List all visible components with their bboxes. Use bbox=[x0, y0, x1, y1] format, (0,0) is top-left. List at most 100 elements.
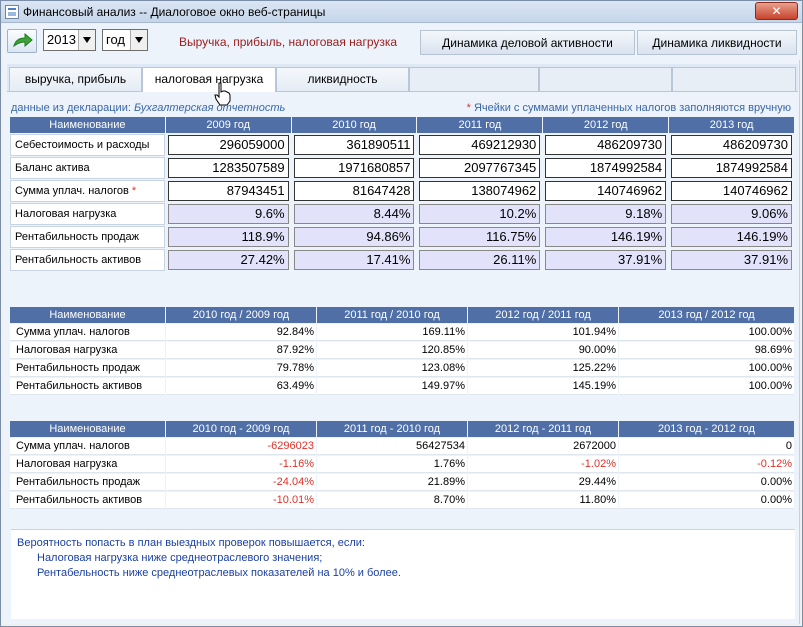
table-cell: 123.08% bbox=[317, 360, 467, 377]
row-label-text: Баланс актива bbox=[15, 162, 90, 174]
value-input[interactable]: 81647428 bbox=[293, 181, 415, 201]
row-label: Рентабильность активов bbox=[10, 492, 165, 509]
refresh-button[interactable] bbox=[7, 29, 37, 53]
value-input[interactable]: 296059000 bbox=[167, 135, 289, 155]
table-cell: 100.00% bbox=[619, 378, 794, 395]
row-label: Рентабильность продаж bbox=[10, 360, 165, 377]
hand-cursor-icon bbox=[214, 82, 231, 106]
column-header: 2011 год - 2010 год bbox=[317, 421, 467, 437]
table-cell: 296059000 bbox=[165, 134, 291, 156]
audit-note: Вероятность попасть в план выездных пров… bbox=[17, 536, 401, 581]
computed-value-field: 9.18% bbox=[545, 204, 667, 224]
value-input[interactable]: 140746962 bbox=[671, 181, 792, 201]
table-cell: 1283507589 bbox=[165, 157, 291, 179]
table-cell: 100.00% bbox=[619, 324, 794, 341]
computed-value-field: 116.75% bbox=[419, 227, 541, 247]
row-label: Рентабильность продаж bbox=[10, 474, 165, 491]
table-cell: 87.92% bbox=[166, 342, 316, 359]
row-label: Рентабильность продаж bbox=[10, 226, 165, 248]
subtab-bar: выручка, прибыль налоговая нагрузка ликв… bbox=[7, 64, 798, 92]
year-select[interactable]: 2013 bbox=[43, 29, 96, 51]
row-label: Рентабильность активов bbox=[10, 249, 165, 271]
column-header: 2012 год / 2011 год bbox=[468, 307, 618, 323]
column-header: Наименование bbox=[10, 117, 165, 133]
value-input[interactable]: 2097767345 bbox=[419, 158, 541, 178]
value-input[interactable]: 1874992584 bbox=[671, 158, 792, 178]
year-select-value: 2013 bbox=[47, 32, 76, 47]
value-input[interactable]: 486209730 bbox=[545, 135, 667, 155]
table-row: Налоговая нагрузка 87.92% 120.85% 90.00% 98.… bbox=[10, 342, 794, 359]
audit-note-box bbox=[11, 529, 795, 619]
table-cell: 1.76% bbox=[317, 456, 467, 473]
table-cell: 37.91% bbox=[543, 249, 669, 271]
value-input[interactable]: 469212930 bbox=[419, 135, 541, 155]
table-cell: 140746962 bbox=[669, 180, 794, 202]
table-cell: 29.44% bbox=[468, 474, 618, 491]
table-cell: 486209730 bbox=[543, 134, 669, 156]
column-header: 2011 год / 2010 год bbox=[317, 307, 467, 323]
table-cell: 140746962 bbox=[543, 180, 669, 202]
row-label: Себестоимость и расходы bbox=[10, 134, 165, 156]
computed-value-field: 9.6% bbox=[167, 204, 289, 224]
value-input[interactable]: 486209730 bbox=[671, 135, 792, 155]
subtab-tax-burden[interactable]: налоговая нагрузка bbox=[142, 67, 276, 92]
table-cell: 87943451 bbox=[165, 180, 291, 202]
manual-entry-note: * Ячейки с суммами уплаченных налогов за… bbox=[467, 102, 791, 114]
source-note-prefix: данные из декларации: bbox=[11, 102, 131, 114]
audit-note-line-3: Рентабельность ниже среднеотраслевых пок… bbox=[37, 567, 401, 579]
table-cell: -1.02% bbox=[468, 456, 618, 473]
column-header: Наименование bbox=[10, 421, 165, 437]
value-input[interactable]: 1971680857 bbox=[293, 158, 415, 178]
table-cell: 90.00% bbox=[468, 342, 618, 359]
table-cell: 2097767345 bbox=[417, 157, 543, 179]
chevron-down-icon bbox=[130, 30, 147, 50]
subtab-liquidity[interactable]: ликвидность bbox=[276, 67, 409, 91]
row-label: Баланс актива bbox=[10, 157, 165, 179]
subtab-revenue-profit[interactable]: выручка, прибыль bbox=[9, 67, 142, 91]
table-cell: 116.75% bbox=[417, 226, 543, 248]
row-label: Налоговая нагрузка bbox=[10, 342, 165, 359]
column-header: 2010 год - 2009 год bbox=[166, 421, 316, 437]
table-cell: 27.42% bbox=[165, 249, 291, 271]
table-cell: 146.19% bbox=[543, 226, 669, 248]
row-label: Налоговая нагрузка bbox=[10, 456, 165, 473]
row-label: Сумма уплач. налогов bbox=[10, 438, 165, 455]
required-star: * bbox=[131, 185, 137, 197]
value-input[interactable]: 361890511 bbox=[293, 135, 415, 155]
table-cell: 2672000 bbox=[468, 438, 618, 455]
value-input[interactable]: 87943451 bbox=[167, 181, 289, 201]
table-cell: 100.00% bbox=[619, 360, 794, 377]
audit-note-line-2: Налоговая нагрузка ниже среднеотраслевог… bbox=[37, 552, 323, 564]
tab-revenue-profit-tax[interactable]: Выручка, прибыль, налоговая нагрузка bbox=[163, 30, 413, 55]
value-input[interactable]: 1874992584 bbox=[545, 158, 667, 178]
table-cell: -6296023 bbox=[166, 438, 316, 455]
table-cell: 101.94% bbox=[468, 324, 618, 341]
table-cell: 486209730 bbox=[669, 134, 794, 156]
table-cell: 98.69% bbox=[619, 342, 794, 359]
table-cell: 9.18% bbox=[543, 203, 669, 225]
table-cell: 11.80% bbox=[468, 492, 618, 509]
toolbar: 2013 год Выручка, прибыль, налоговая наг… bbox=[3, 24, 800, 60]
value-input[interactable]: 1283507589 bbox=[167, 158, 289, 178]
subtab-empty-1 bbox=[409, 67, 539, 91]
table-cell: 1874992584 bbox=[669, 157, 794, 179]
table-row: Рентабильность активов 27.42% 17.41% 26.11%… bbox=[10, 249, 794, 271]
title-bar[interactable]: Финансовый анализ -- Диалоговое окно веб… bbox=[1, 1, 802, 23]
value-input[interactable]: 140746962 bbox=[545, 181, 667, 201]
audit-note-line-1: Вероятность попасть в план выездных пров… bbox=[17, 537, 365, 549]
computed-value-field: 37.91% bbox=[545, 250, 667, 270]
table-cell: -24.04% bbox=[166, 474, 316, 491]
table-row: Рентабильность активов 63.49% 149.97% 145.1… bbox=[10, 378, 794, 395]
computed-value-field: 146.19% bbox=[545, 227, 667, 247]
computed-value-field: 26.11% bbox=[419, 250, 541, 270]
period-select[interactable]: год bbox=[102, 29, 148, 51]
tab-business-activity[interactable]: Динамика деловой активности bbox=[420, 30, 635, 55]
table-cell: 145.19% bbox=[468, 378, 618, 395]
value-input[interactable]: 138074962 bbox=[419, 181, 541, 201]
tab-liquidity-dynamics[interactable]: Динамика ликвидности bbox=[637, 30, 797, 55]
table-row: Налоговая нагрузка -1.16% 1.76% -1.02% -0.12… bbox=[10, 456, 794, 473]
computed-value-field: 10.2% bbox=[419, 204, 541, 224]
close-button[interactable]: ✕ bbox=[755, 2, 798, 20]
column-header: Наименование bbox=[10, 307, 165, 323]
